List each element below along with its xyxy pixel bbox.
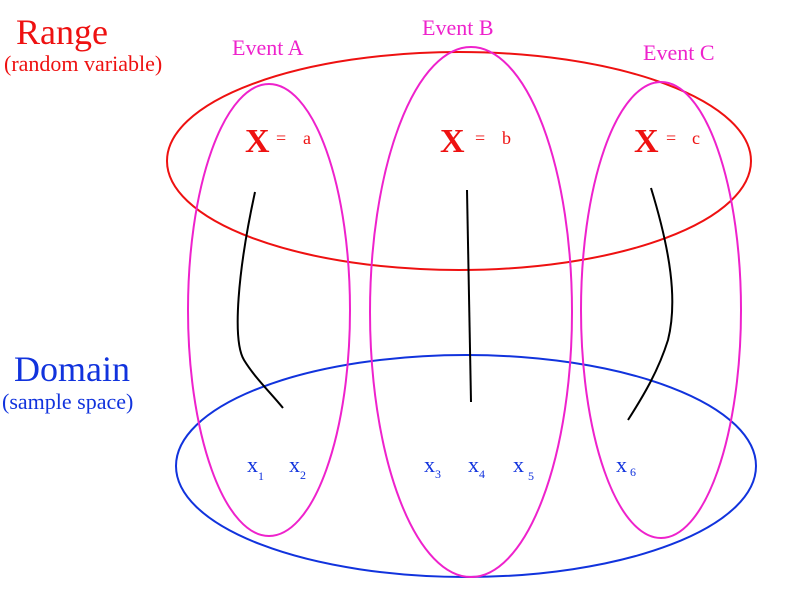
variable-x-c: X bbox=[634, 123, 659, 160]
range-ellipse bbox=[166, 51, 752, 271]
outcome-x6-subscript: 6 bbox=[630, 465, 636, 479]
outcome-x1-base: x bbox=[247, 452, 258, 477]
outcome-x4: x4 bbox=[468, 452, 485, 481]
outcome-x2-subscript: 2 bbox=[300, 468, 306, 482]
outcome-x3-base: x bbox=[424, 452, 435, 477]
outcome-x6-base: x bbox=[616, 452, 627, 477]
value-c: c bbox=[692, 128, 700, 148]
domain-title: Domain bbox=[14, 349, 130, 389]
mapping-curve-b bbox=[466, 189, 472, 403]
event-b-ellipse bbox=[369, 46, 573, 578]
outcome-x5-subscript: 5 bbox=[528, 469, 534, 483]
event-b-label: Event B bbox=[422, 15, 494, 40]
event-a-ellipse bbox=[187, 83, 351, 537]
outcome-x1-subscript: 1 bbox=[258, 469, 264, 483]
outcome-x2: x2 bbox=[289, 452, 306, 482]
value-b: b bbox=[502, 128, 511, 148]
event-c-ellipse bbox=[580, 81, 742, 539]
event-a-label: Event A bbox=[232, 35, 304, 60]
value-a: a bbox=[303, 128, 311, 148]
domain-subtitle: (sample space) bbox=[2, 389, 133, 414]
outcome-x3: x3 bbox=[424, 452, 441, 481]
equals-b: = bbox=[475, 128, 485, 148]
variable-x-b: X bbox=[440, 123, 465, 160]
outcome-x5-base: x bbox=[513, 452, 524, 477]
equals-c: = bbox=[666, 128, 676, 148]
range-subtitle: (random variable) bbox=[4, 51, 162, 76]
mapping-curve-c bbox=[627, 187, 674, 421]
outcome-x1: x1 bbox=[247, 452, 264, 483]
outcome-x4-subscript: 4 bbox=[479, 467, 485, 481]
mapping-curve-a bbox=[236, 191, 284, 409]
equals-a: = bbox=[276, 128, 286, 148]
range-title: Range bbox=[16, 12, 108, 52]
domain-ellipse bbox=[175, 354, 757, 578]
outcome-x3-subscript: 3 bbox=[435, 467, 441, 481]
outcome-x2-base: x bbox=[289, 452, 300, 477]
variable-x-a: X bbox=[245, 123, 270, 160]
event-c-label: Event C bbox=[643, 40, 715, 65]
outcome-x4-base: x bbox=[468, 452, 479, 477]
